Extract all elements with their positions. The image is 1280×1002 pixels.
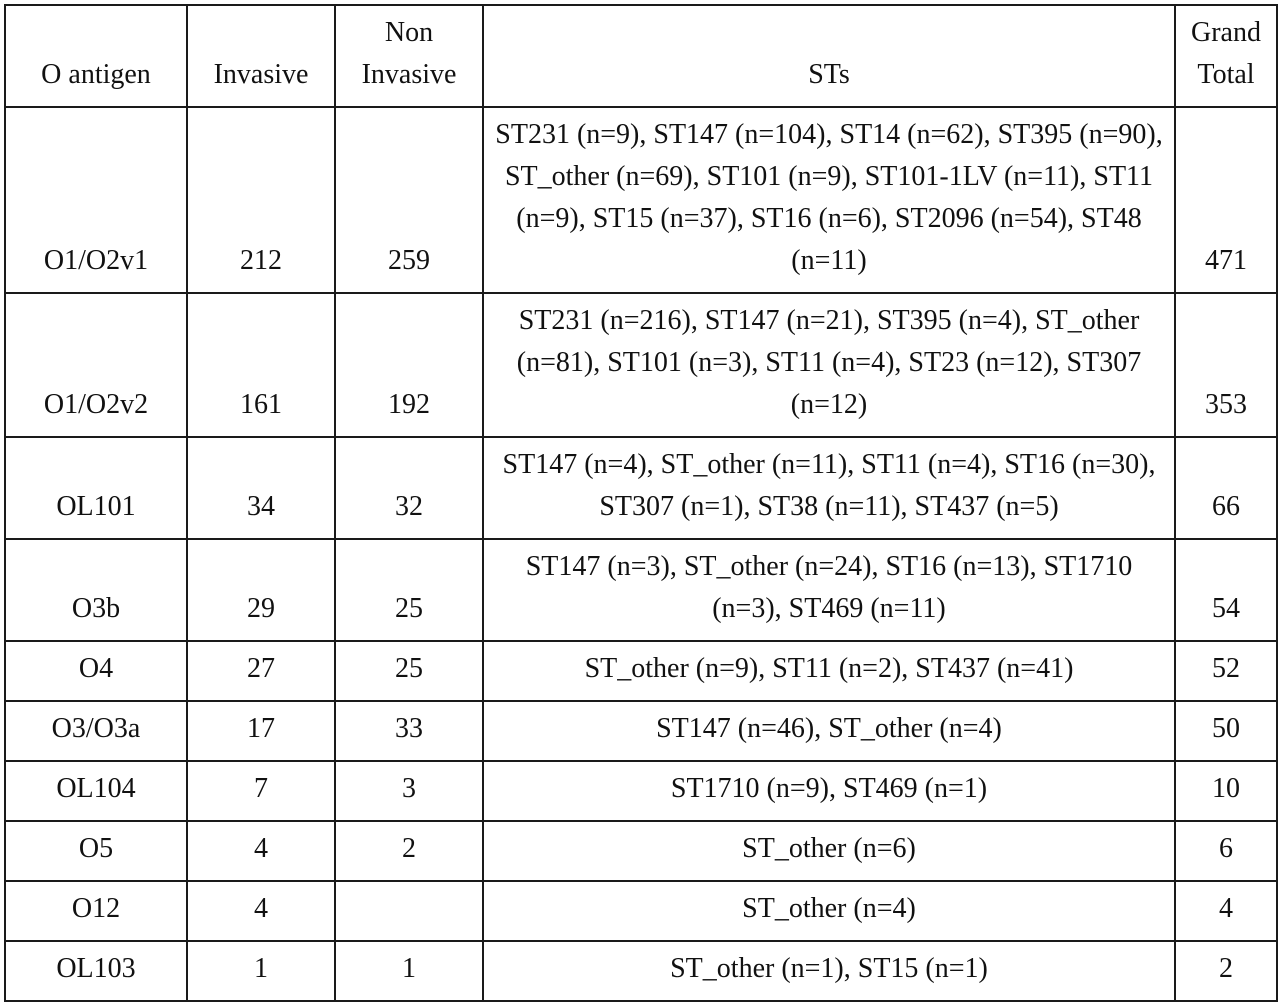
- cell-non-invasive: 1: [334, 940, 484, 1002]
- cell-sts: ST_other (n=9), ST11 (n=2), ST437 (n=41): [482, 640, 1176, 702]
- table-row: O3/O3a 17 33 ST147 (n=46), ST_other (n=4…: [4, 700, 1278, 762]
- header-sts: STs: [482, 4, 1176, 108]
- cell-grand-total: 6: [1174, 820, 1278, 882]
- cell-invasive: 27: [186, 640, 336, 702]
- cell-sts: ST147 (n=46), ST_other (n=4): [482, 700, 1176, 762]
- header-o-antigen: O antigen: [4, 4, 188, 108]
- cell-o-antigen: O3/O3a: [4, 700, 188, 762]
- o-antigen-table: O antigen Invasive Non Invasive STs Gran…: [4, 4, 1278, 1002]
- cell-o-antigen: O4: [4, 640, 188, 702]
- cell-invasive: 17: [186, 700, 336, 762]
- table-row: OL101 34 32 ST147 (n=4), ST_other (n=11)…: [4, 436, 1278, 540]
- cell-sts: ST147 (n=4), ST_other (n=11), ST11 (n=4)…: [482, 436, 1176, 540]
- cell-sts: ST231 (n=9), ST147 (n=104), ST14 (n=62),…: [482, 106, 1176, 294]
- cell-non-invasive: 32: [334, 436, 484, 540]
- cell-o-antigen: O1/O2v1: [4, 106, 188, 294]
- cell-grand-total: 54: [1174, 538, 1278, 642]
- header-non-invasive-label: Non Invasive: [361, 17, 457, 90]
- cell-o-antigen: O1/O2v2: [4, 292, 188, 438]
- cell-grand-total: 4: [1174, 880, 1278, 942]
- cell-grand-total: 66: [1174, 436, 1278, 540]
- table-row: O1/O2v1 212 259 ST231 (n=9), ST147 (n=10…: [4, 106, 1278, 294]
- cell-invasive: 7: [186, 760, 336, 822]
- cell-invasive: 4: [186, 880, 336, 942]
- cell-grand-total: 50: [1174, 700, 1278, 762]
- cell-non-invasive: 259: [334, 106, 484, 294]
- header-grand-total-label: Grand Total: [1191, 17, 1261, 90]
- cell-non-invasive: 3: [334, 760, 484, 822]
- cell-invasive: 212: [186, 106, 336, 294]
- cell-o-antigen: O5: [4, 820, 188, 882]
- cell-invasive: 34: [186, 436, 336, 540]
- cell-sts: ST231 (n=216), ST147 (n=21), ST395 (n=4)…: [482, 292, 1176, 438]
- table-row: O1/O2v2 161 192 ST231 (n=216), ST147 (n=…: [4, 292, 1278, 438]
- cell-o-antigen: OL104: [4, 760, 188, 822]
- cell-sts: ST_other (n=6): [482, 820, 1176, 882]
- cell-non-invasive: [334, 880, 484, 942]
- header-grand-total: Grand Total: [1174, 4, 1278, 108]
- cell-non-invasive: 2: [334, 820, 484, 882]
- table-row: O5 4 2 ST_other (n=6) 6: [4, 820, 1278, 882]
- cell-grand-total: 52: [1174, 640, 1278, 702]
- cell-sts: ST_other (n=1), ST15 (n=1): [482, 940, 1176, 1002]
- table-row: O4 27 25 ST_other (n=9), ST11 (n=2), ST4…: [4, 640, 1278, 702]
- cell-invasive: 4: [186, 820, 336, 882]
- cell-non-invasive: 25: [334, 538, 484, 642]
- cell-sts: ST_other (n=4): [482, 880, 1176, 942]
- table-row: O3b 29 25 ST147 (n=3), ST_other (n=24), …: [4, 538, 1278, 642]
- cell-grand-total: 2: [1174, 940, 1278, 1002]
- header-invasive: Invasive: [186, 4, 336, 108]
- table-row: OL103 1 1 ST_other (n=1), ST15 (n=1) 2: [4, 940, 1278, 1002]
- header-non-invasive: Non Invasive: [334, 4, 484, 108]
- cell-sts: ST147 (n=3), ST_other (n=24), ST16 (n=13…: [482, 538, 1176, 642]
- cell-non-invasive: 33: [334, 700, 484, 762]
- cell-non-invasive: 192: [334, 292, 484, 438]
- cell-o-antigen: OL101: [4, 436, 188, 540]
- cell-invasive: 29: [186, 538, 336, 642]
- cell-grand-total: 353: [1174, 292, 1278, 438]
- cell-grand-total: 471: [1174, 106, 1278, 294]
- header-row: O antigen Invasive Non Invasive STs Gran…: [4, 4, 1278, 108]
- cell-non-invasive: 25: [334, 640, 484, 702]
- cell-o-antigen: OL103: [4, 940, 188, 1002]
- cell-invasive: 161: [186, 292, 336, 438]
- table-row: OL104 7 3 ST1710 (n=9), ST469 (n=1) 10: [4, 760, 1278, 822]
- table-row: O12 4 ST_other (n=4) 4: [4, 880, 1278, 942]
- cell-sts: ST1710 (n=9), ST469 (n=1): [482, 760, 1176, 822]
- cell-o-antigen: O12: [4, 880, 188, 942]
- cell-invasive: 1: [186, 940, 336, 1002]
- cell-grand-total: 10: [1174, 760, 1278, 822]
- cell-o-antigen: O3b: [4, 538, 188, 642]
